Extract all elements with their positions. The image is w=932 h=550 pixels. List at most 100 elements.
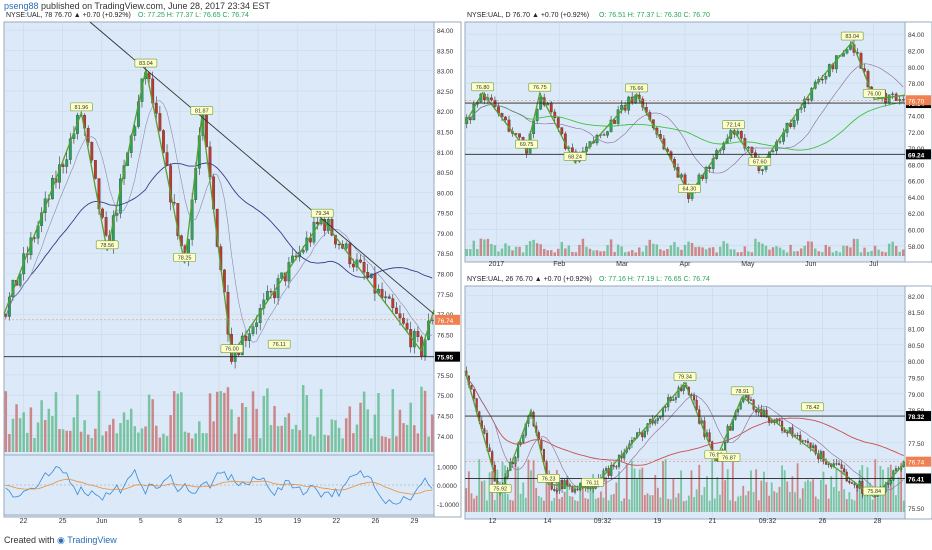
volume-bar: [172, 391, 176, 452]
volume-bar: [794, 492, 796, 512]
y-tick-label: 78.50: [437, 251, 454, 258]
candle-body: [258, 308, 262, 323]
candle-body: [549, 102, 553, 113]
candle-body: [749, 399, 753, 401]
pattern-point-label: 81.96: [75, 105, 89, 111]
candle-body: [616, 109, 620, 124]
candle-body: [391, 298, 395, 309]
candle-body: [251, 326, 255, 334]
volume-bar: [248, 438, 251, 452]
volume-bar: [708, 500, 711, 512]
volume-bar: [869, 482, 871, 512]
volume-bar: [902, 500, 905, 512]
level-tag: [906, 411, 931, 422]
volume-bar: [291, 429, 294, 452]
candle-body: [65, 159, 69, 167]
volume-bar: [633, 468, 636, 512]
price-tag-label: 76.74: [437, 318, 454, 325]
volume-bar: [427, 436, 430, 452]
candle-body: [483, 428, 486, 434]
volume-bar: [693, 497, 695, 512]
volume-bar: [781, 465, 783, 512]
volume-bar: [287, 413, 291, 452]
volume-bar: [51, 416, 54, 452]
volume-bar: [493, 245, 497, 256]
pattern-point-box: [862, 486, 886, 496]
candle-body: [804, 440, 807, 442]
volume-bar: [884, 252, 887, 256]
volume-bar: [352, 433, 355, 452]
volume-bar: [413, 425, 416, 452]
publish-header: pseng88 published on TradingView.com, Ju…: [4, 1, 270, 11]
volume-bar: [898, 251, 901, 256]
volume-bar: [729, 500, 732, 512]
candle-body: [765, 409, 768, 418]
volume-bar: [511, 250, 514, 256]
volume-bar: [312, 436, 316, 452]
volume-bar: [884, 487, 887, 512]
footer: Created with ◉ TradingView: [4, 535, 117, 546]
candle-body: [792, 120, 796, 127]
candle-body: [101, 208, 104, 218]
candle-body: [843, 468, 846, 473]
candle-body: [607, 468, 610, 476]
x-tick-label: 15: [254, 518, 262, 525]
y-tick-label: 58.00: [908, 244, 925, 251]
volume-bar: [799, 248, 803, 256]
volume-bar: [726, 243, 729, 256]
candle-body: [276, 278, 280, 299]
volume-bar: [158, 437, 162, 452]
y-tick-label: 68.00: [908, 162, 925, 169]
price-tag: [906, 456, 931, 467]
pattern-point-label: 76.11: [586, 480, 599, 486]
candle-body: [490, 97, 493, 101]
candle-body: [744, 394, 747, 398]
volume-bar: [729, 249, 732, 256]
volume-bar: [478, 459, 481, 512]
volume-bar: [581, 238, 585, 256]
candle-body: [827, 463, 830, 465]
volume-bar: [215, 391, 219, 452]
volume-bar: [592, 474, 595, 512]
volume-bar: [683, 244, 687, 256]
volume-bar: [65, 430, 68, 452]
volume-bar: [819, 479, 822, 512]
volume-bar: [673, 242, 676, 256]
volume-bar: [230, 409, 233, 452]
candle-body: [387, 296, 391, 299]
volume-bar: [557, 248, 560, 256]
level-tag-label: 76.41: [908, 476, 925, 483]
volume-bar: [631, 460, 633, 512]
volume-bar: [666, 249, 669, 256]
y-tick-label: 83.00: [437, 69, 454, 76]
oscillator-tick-label: -1.0000: [437, 502, 459, 509]
volume-bar: [685, 500, 688, 512]
volume-bar: [845, 245, 849, 256]
candle-body: [366, 272, 370, 279]
volume-bar: [524, 497, 527, 512]
volume-bar: [47, 408, 51, 452]
candle-body: [542, 449, 545, 462]
candle-body: [664, 406, 667, 408]
volume-bar: [140, 428, 144, 452]
tradingview-link[interactable]: TradingView: [67, 535, 117, 545]
volume-bar: [564, 248, 567, 256]
volume-bar: [845, 499, 848, 512]
volume-bar: [550, 500, 553, 512]
volume-bar: [739, 495, 742, 512]
volume-bar: [711, 459, 714, 512]
price-tag-label: 76.74: [908, 460, 925, 467]
volume-bar: [609, 239, 613, 256]
volume-bar: [703, 487, 706, 512]
volume-bar: [61, 429, 65, 452]
volume-bar: [825, 484, 827, 512]
volume-bar: [831, 252, 835, 256]
candle-body: [825, 461, 828, 465]
x-tick-label: 29: [411, 518, 419, 525]
y-tick-label: 81.50: [437, 130, 454, 137]
x-tick-label: 26: [371, 518, 379, 525]
volume-bar: [29, 407, 33, 452]
candle-body: [162, 130, 165, 153]
chart-panel-top-right: 84.0082.0080.0078.0074.0072.0070.0068.00…: [464, 12, 932, 268]
author-link[interactable]: pseng88: [4, 1, 39, 11]
